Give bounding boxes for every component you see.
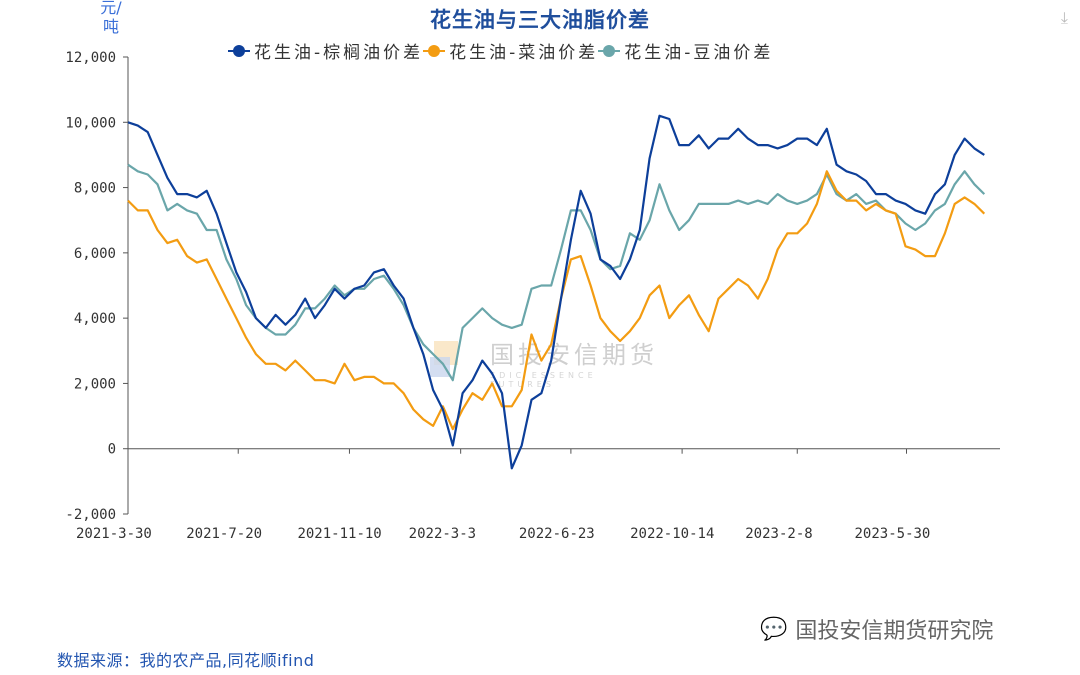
x-tick-label: 2021-7-20 xyxy=(186,526,262,542)
x-tick-label: 2023-5-30 xyxy=(855,526,931,542)
x-tick-label: 2022-10-14 xyxy=(630,526,714,542)
download-icon[interactable]: ⤓ xyxy=(1060,8,1068,27)
series-line-0 xyxy=(127,114,985,470)
series-line-2 xyxy=(127,163,986,382)
y-tick-label: 10,000 xyxy=(65,115,116,131)
legend-marker-icon xyxy=(598,44,621,58)
legend-item-soybean: 花生油-豆油价差 xyxy=(598,38,773,63)
legend-marker-icon xyxy=(228,44,250,58)
legend-label: 花生油-菜油价差 xyxy=(449,43,599,63)
chart-title: 花生油与三大油脂价差 xyxy=(430,8,650,32)
data-source: 数据来源：我的农产品,同花顺ifind xyxy=(57,651,315,670)
watermark: 国投安信期货 SDIC ESSENCE FUTURES xyxy=(430,335,660,389)
legend-marker-icon xyxy=(423,44,446,58)
legend-item-palm: 花生油-棕榈油价差 xyxy=(228,38,423,63)
legend-label: 花生油-豆油价差 xyxy=(624,43,774,63)
y-tick-label: 6,000 xyxy=(74,246,116,262)
y-tick-label: -2,000 xyxy=(65,507,116,523)
y-tick-label: 12,000 xyxy=(65,50,116,66)
watermark-text-en: SDIC ESSENCE FUTURES xyxy=(490,371,597,389)
x-tick-label: 2022-6-23 xyxy=(519,526,595,542)
watermark-text: 国投安信期货 xyxy=(490,341,658,369)
y-tick-label: 8,000 xyxy=(74,181,116,197)
y-tick-label: 4,000 xyxy=(74,311,116,327)
x-tick-label: 2023-2-8 xyxy=(745,526,812,542)
y-axis-unit: 元/吨 xyxy=(100,0,122,36)
legend-item-rapeseed: 花生油-菜油价差 xyxy=(423,38,598,63)
wechat-icon: 💬 xyxy=(760,616,788,642)
wechat-account: 💬 国投安信期货研究院 xyxy=(760,613,993,645)
y-tick-label: 2,000 xyxy=(74,376,116,392)
x-tick-label: 2021-11-10 xyxy=(297,526,381,542)
y-tick-label: 0 xyxy=(108,442,116,458)
series-line-1 xyxy=(127,170,986,431)
wechat-account-name: 国投安信期货研究院 xyxy=(795,619,994,644)
legend-label: 花生油-棕榈油价差 xyxy=(254,43,424,63)
x-tick-label: 2022-3-3 xyxy=(409,526,476,542)
watermark-logo-icon xyxy=(430,357,450,377)
x-tick-label: 2021-3-30 xyxy=(76,526,152,542)
legend: 花生油-棕榈油价差 花生油-菜油价差 花生油-豆油价差 xyxy=(228,38,773,63)
